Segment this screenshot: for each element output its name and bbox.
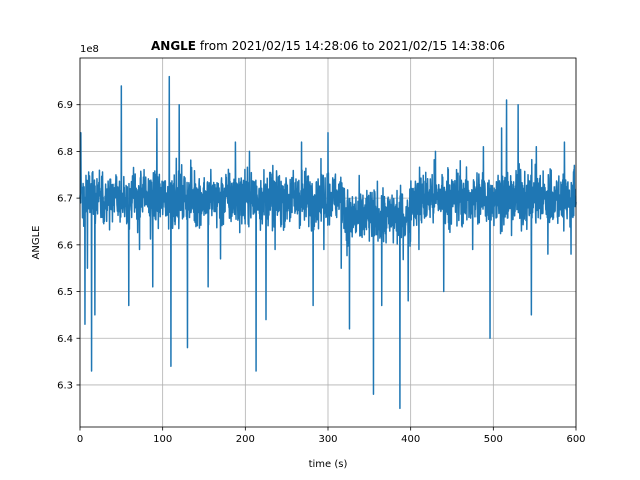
y-tick-label: 6.5: [57, 287, 73, 298]
angle-series-line: [79, 75, 577, 410]
x-axis-ticks: 0 100 200 300 400 500 600: [77, 427, 586, 445]
y-tick-label: 6.6: [57, 240, 73, 251]
y-offset-text: 1e8: [80, 44, 99, 55]
x-tick-label: 400: [401, 434, 420, 445]
y-axis-label: ANGLE: [31, 226, 42, 260]
x-tick-label: 300: [318, 434, 337, 445]
x-axis-label: time (s): [309, 459, 348, 470]
x-tick-label: 500: [484, 434, 503, 445]
chart-title-rest: from 2021/02/15 14:28:06 to 2021/02/15 1…: [196, 39, 505, 53]
y-axis-ticks: 6.3 6.4 6.5 6.6 6.7 6.8 6.9: [57, 100, 80, 391]
x-tick-label: 0: [77, 434, 83, 445]
x-tick-label: 600: [566, 434, 585, 445]
x-tick-label: 100: [153, 434, 172, 445]
series-group: [79, 75, 577, 410]
x-tick-label: 200: [236, 434, 255, 445]
chart-title-bold: ANGLE: [151, 39, 196, 53]
y-tick-label: 6.8: [57, 147, 73, 158]
chart-title: ANGLE from 2021/02/15 14:28:06 to 2021/0…: [151, 39, 505, 53]
y-tick-label: 6.4: [57, 334, 73, 345]
y-tick-label: 6.3: [57, 380, 73, 391]
y-tick-label: 6.7: [57, 194, 73, 205]
y-tick-label: 6.9: [57, 100, 73, 111]
